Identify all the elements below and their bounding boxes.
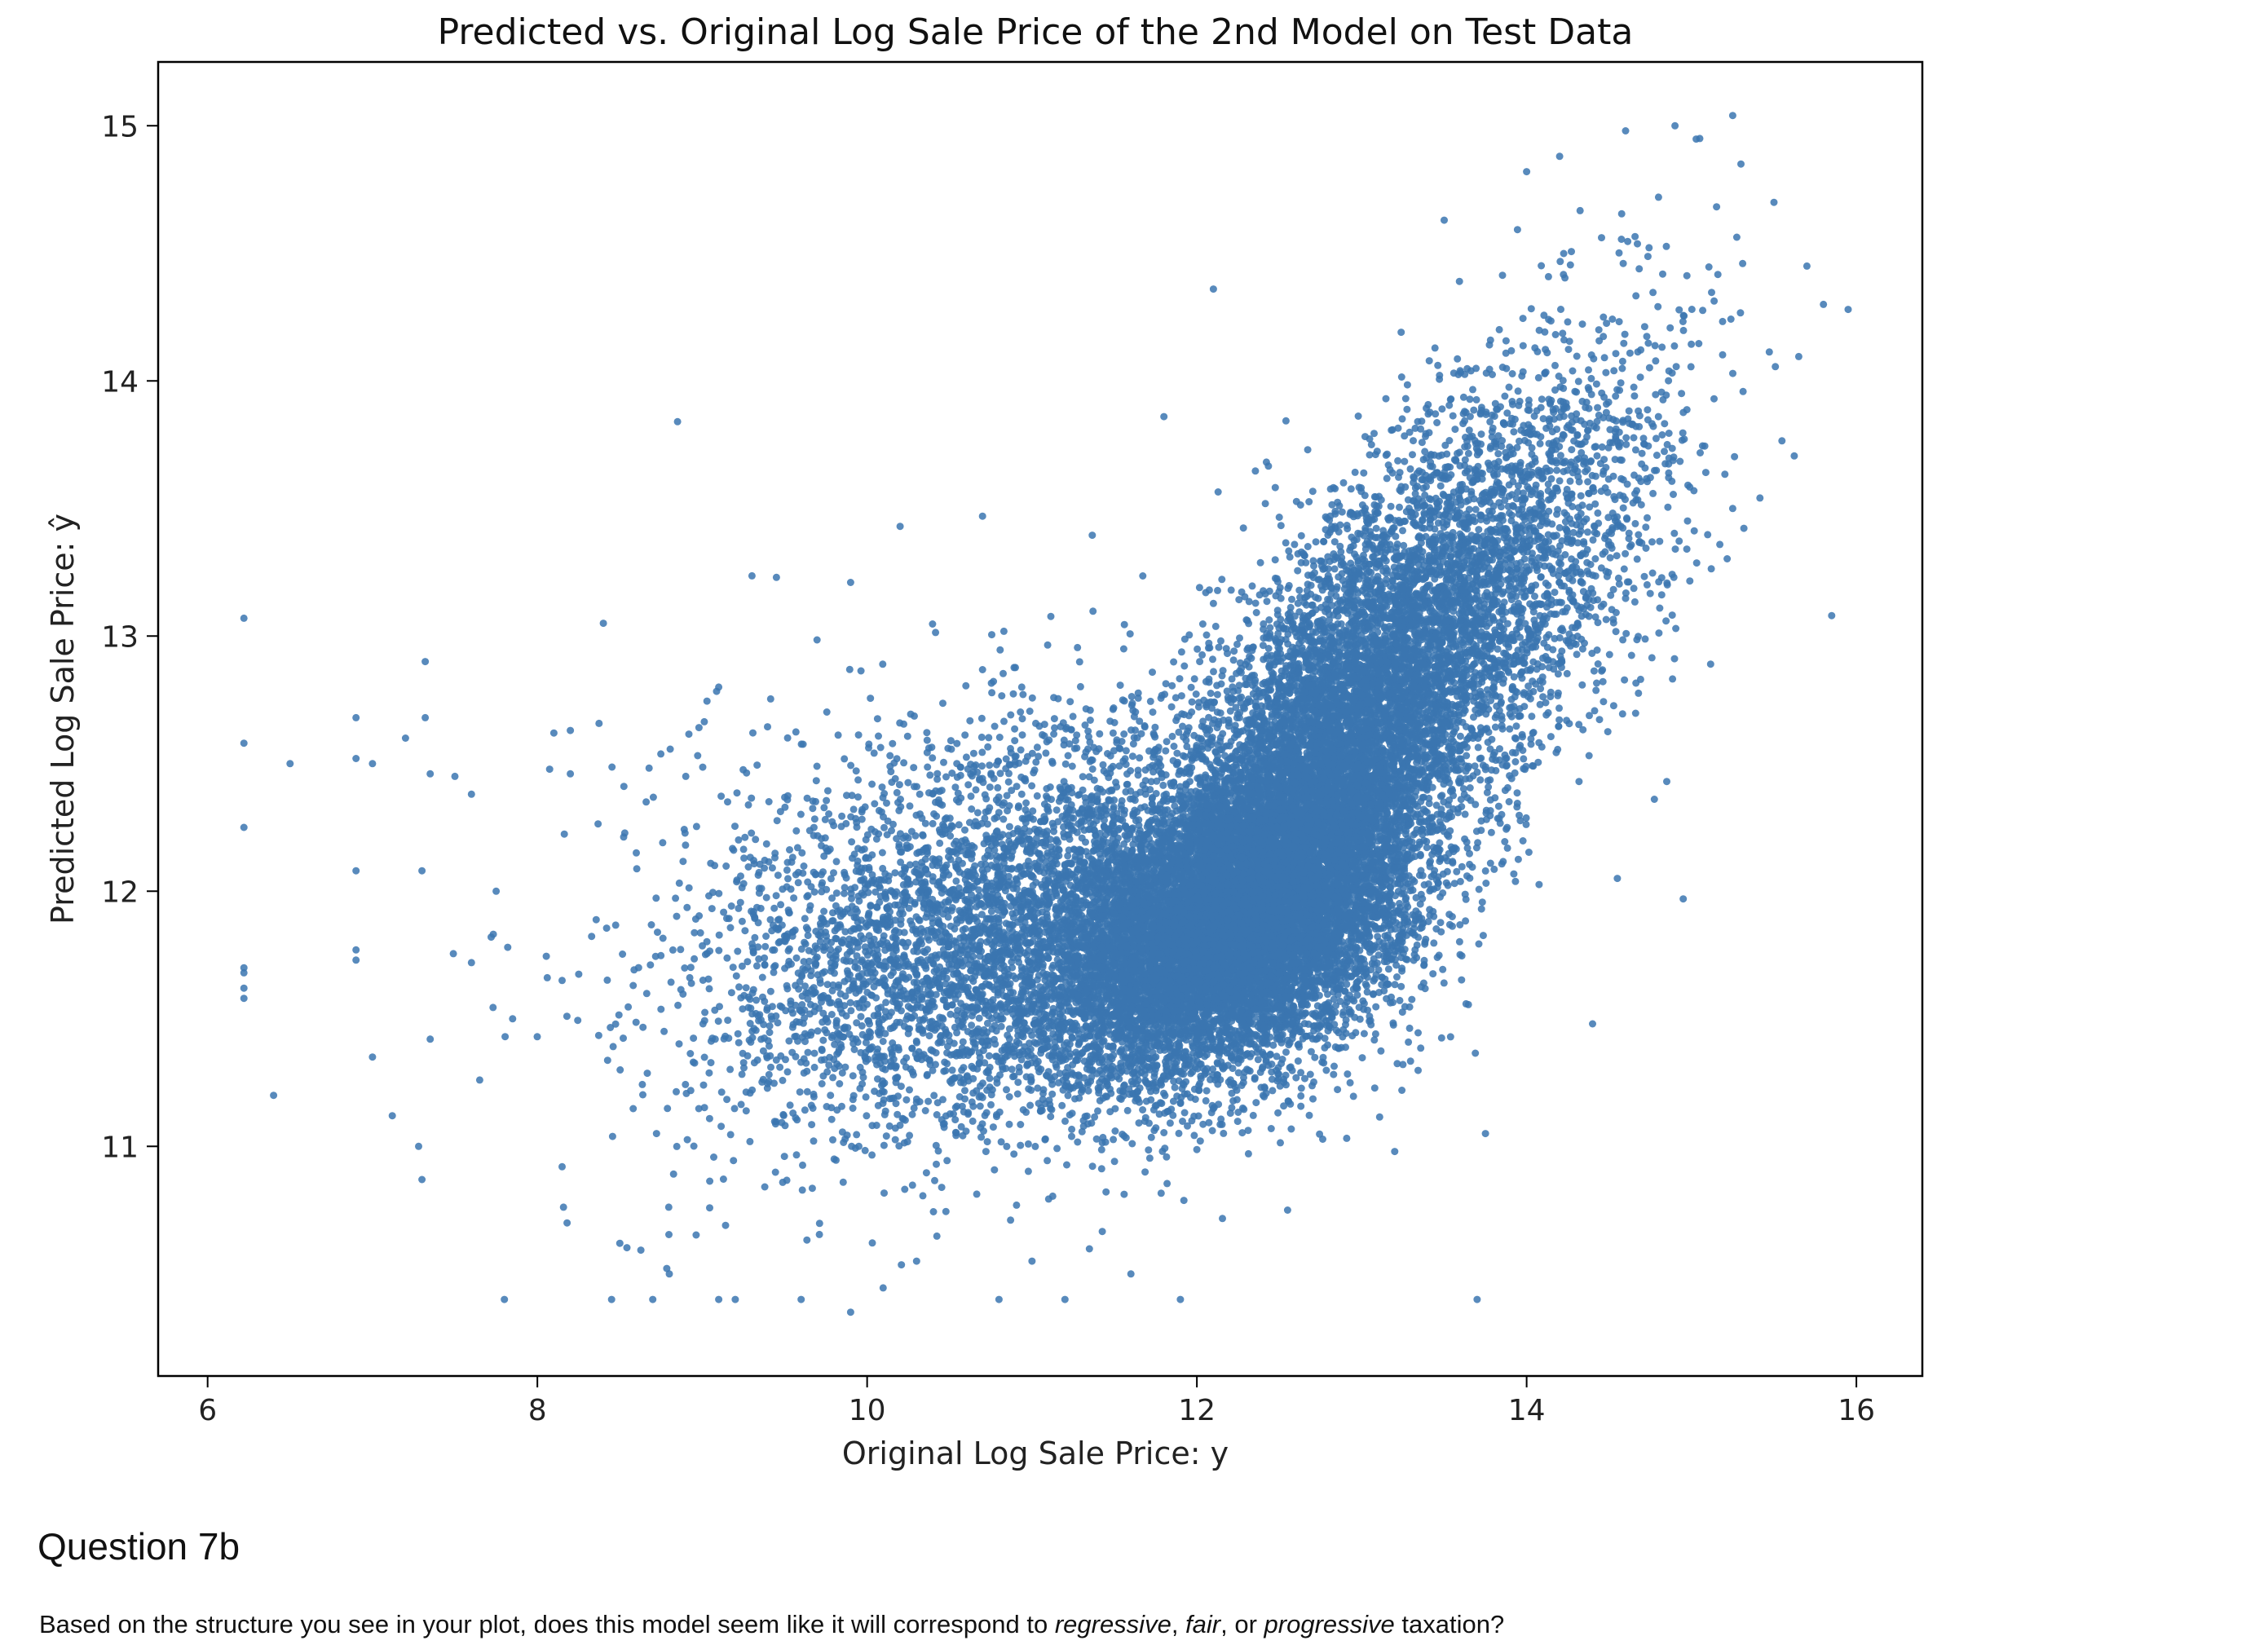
scatter-point xyxy=(1370,1084,1379,1092)
scatter-point xyxy=(1416,924,1424,933)
scatter-point xyxy=(1064,1092,1072,1100)
scatter-point xyxy=(1068,1125,1076,1133)
scatter-point xyxy=(1414,1066,1422,1074)
scatter-chart: Predicted vs. Original Log Sale Price of… xyxy=(45,11,1924,1471)
scatter-point xyxy=(1486,859,1494,867)
scatter-point xyxy=(1358,1054,1366,1062)
scatter-point xyxy=(1429,907,1437,915)
scatter-point xyxy=(1282,1048,1290,1056)
scatter-point xyxy=(1097,1145,1105,1153)
scatter-point xyxy=(1048,1090,1057,1098)
scatter-point xyxy=(1477,905,1485,913)
scatter-point xyxy=(1406,1057,1414,1065)
scatter-point xyxy=(1244,1149,1252,1158)
scatter-point xyxy=(1305,1111,1313,1119)
chart-title: Predicted vs. Original Log Sale Price of… xyxy=(438,11,1634,53)
scatter-point xyxy=(1375,1113,1383,1121)
scatter-point xyxy=(1297,1084,1305,1092)
scatter-point xyxy=(1171,1083,1179,1092)
scatter-point xyxy=(1349,1092,1357,1100)
scatter-point xyxy=(1342,1016,1350,1024)
scatter-point xyxy=(1455,937,1463,946)
scatter-point xyxy=(1149,1106,1158,1114)
scatter-point xyxy=(1166,1119,1174,1127)
scatter-point xyxy=(1490,865,1498,873)
scatter-point xyxy=(975,1014,983,1022)
scatter-points xyxy=(240,112,1852,1316)
scatter-point xyxy=(1180,1197,1188,1205)
scatter-point xyxy=(1309,1095,1317,1103)
scatter-point xyxy=(1297,1092,1305,1100)
scatter-point xyxy=(1458,952,1466,960)
scatter-point xyxy=(1005,1093,1013,1100)
scatter-point xyxy=(989,1123,997,1131)
scatter-point xyxy=(1396,996,1404,1004)
scatter-point xyxy=(1233,1118,1242,1126)
scatter-point xyxy=(1111,1127,1119,1135)
scatter-point xyxy=(1344,1070,1352,1078)
scatter-point xyxy=(1436,893,1444,901)
scatter-point xyxy=(1384,965,1392,973)
scatter-point xyxy=(1160,1089,1167,1097)
scatter-point xyxy=(1437,1034,1445,1042)
scatter-point xyxy=(1136,1084,1144,1092)
scatter-point xyxy=(1193,1145,1201,1153)
scatter-point xyxy=(1397,982,1405,990)
scatter-point xyxy=(1330,1070,1338,1078)
scatter-point xyxy=(1389,1019,1397,1027)
scatter-point xyxy=(1123,1106,1132,1114)
scatter-point xyxy=(1479,932,1487,940)
scatter-point xyxy=(1462,917,1470,925)
scatter-point xyxy=(1147,1133,1155,1141)
scatter-point xyxy=(1009,914,1017,922)
scatter-point xyxy=(1436,919,1445,927)
scatter-point xyxy=(1085,1245,1093,1253)
scatter-point xyxy=(1297,1069,1305,1077)
scatter-point xyxy=(1068,1132,1075,1140)
scatter-point xyxy=(1228,1089,1236,1097)
scatter-point xyxy=(1522,820,1530,828)
scatter-point xyxy=(1286,1063,1295,1071)
scatter-point xyxy=(1110,1136,1118,1144)
scatter-point xyxy=(1287,1125,1295,1133)
scatter-point xyxy=(1005,1120,1013,1128)
scatter-point xyxy=(1501,838,1509,845)
scatter-point xyxy=(1010,1150,1018,1158)
